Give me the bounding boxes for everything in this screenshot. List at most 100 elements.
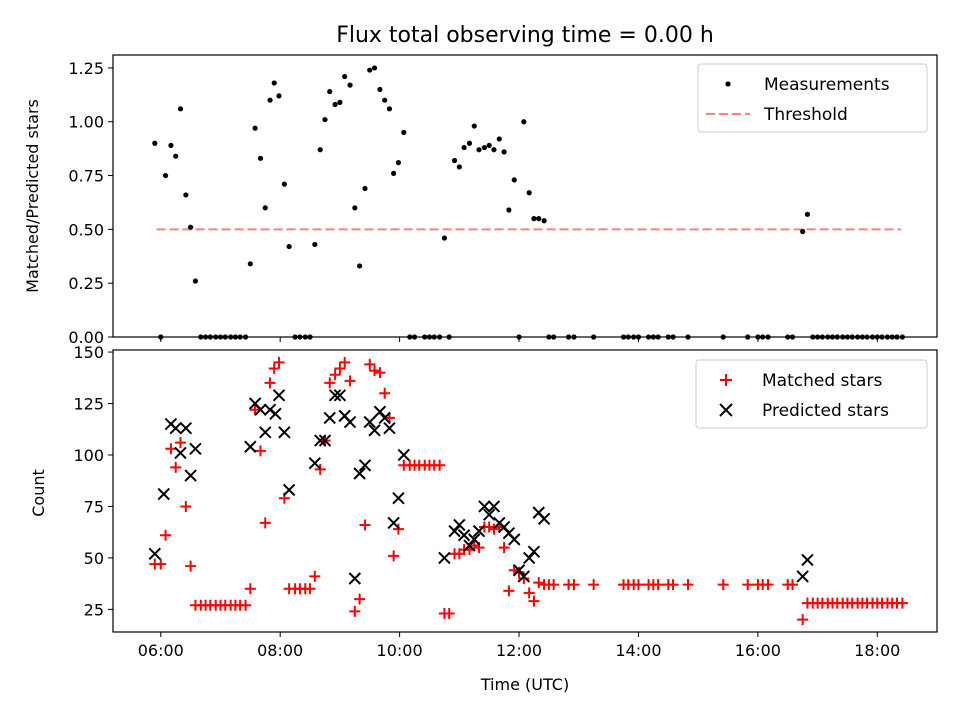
legend-predicted-label: Predicted stars — [762, 401, 889, 421]
predicted-star-point — [333, 389, 347, 402]
matched-star-point — [324, 377, 336, 389]
predicted-star-point — [482, 508, 496, 521]
measurement-point — [332, 101, 338, 108]
measurement-point — [271, 80, 277, 86]
predicted-star-point — [272, 389, 286, 402]
matched-star-point — [160, 529, 172, 541]
matched-star-point — [354, 593, 366, 605]
measurement-point — [401, 129, 407, 136]
matched-star-point — [314, 463, 326, 475]
measurement-point — [377, 86, 383, 93]
matched-star-point — [329, 369, 341, 381]
y-tick-label-top: 0.75 — [68, 167, 104, 186]
predicted-star-point — [259, 426, 272, 439]
predicted-star-point — [157, 487, 170, 501]
measurement-point — [441, 235, 447, 241]
matched-star-point — [652, 579, 664, 591]
predicted-star-point — [179, 422, 193, 435]
measurement-point — [466, 140, 473, 146]
matched-star-point — [369, 365, 381, 377]
predicted-star-point — [537, 512, 551, 525]
measurement-point — [362, 185, 368, 192]
matched-star-point — [682, 579, 694, 591]
matched-star-point — [180, 500, 192, 512]
measurement-point — [521, 119, 527, 125]
matched-star-point — [379, 387, 391, 399]
ticks-bottom: 25 50 75 100 125 150 06:00 08:00 10:00 12:00 14:00… — [73, 343, 900, 660]
predicted-star-point — [487, 500, 501, 513]
predicted-star-point — [184, 469, 197, 482]
predicted-star-point — [468, 533, 481, 546]
measurement-point — [506, 207, 512, 213]
measurement-point — [162, 172, 169, 179]
predicted-star-point — [174, 446, 187, 460]
predicted-star-point — [353, 467, 366, 480]
measurement-point — [152, 140, 158, 146]
predicted-star-point — [517, 570, 531, 583]
top-axes: Flux total observing time = 0.00 h Match… — [23, 23, 938, 347]
matched-star-point — [273, 356, 285, 368]
legend-bottom: Matched stars Predicted stars — [695, 359, 928, 429]
measurement-point — [456, 164, 462, 170]
y-ticks-top: 0.00 0.25 0.50 0.75 1.00 1.25 — [68, 59, 878, 347]
matched-star-point — [170, 461, 182, 473]
measurement-point — [257, 155, 264, 161]
matched-star-point — [483, 521, 495, 533]
x-tick-label: 10:00 — [377, 641, 423, 660]
matched-star-point — [503, 585, 515, 597]
matched-star-point — [309, 570, 321, 582]
measurement-point — [168, 142, 174, 149]
matched-star-point — [896, 597, 908, 609]
predicted-star-point — [348, 572, 362, 585]
predicted-star-point — [478, 500, 491, 513]
predicted-star-point — [254, 403, 267, 416]
measurement-point — [281, 181, 287, 187]
measurement-point — [531, 216, 537, 222]
matched-star-point — [334, 363, 346, 375]
predicted-star-point — [323, 411, 336, 425]
matched-star-point — [388, 550, 400, 562]
legend-matched-marker — [720, 374, 732, 386]
legend-matched-label: Matched stars — [762, 371, 882, 391]
legend-box-top — [697, 63, 928, 133]
matched-star-point — [797, 614, 809, 626]
matched-star-point — [344, 375, 356, 387]
predicted-star-point — [378, 411, 391, 425]
measurement-point — [391, 170, 397, 176]
measurement-point — [177, 106, 184, 112]
matched-star-point — [264, 377, 276, 389]
measurement-point — [247, 261, 253, 267]
matched-star-point — [364, 358, 376, 370]
measurement-point — [262, 205, 268, 211]
axes-frame-bottom — [112, 349, 938, 633]
measurement-point — [192, 278, 198, 284]
measurement-point — [481, 144, 487, 151]
matched-star-point — [667, 579, 679, 591]
matched-star-point — [762, 579, 774, 591]
matched-star-point — [268, 363, 280, 375]
predicted-star-point — [472, 524, 486, 538]
matched-star-point — [548, 579, 560, 591]
measurement-point — [395, 160, 402, 166]
measurement-point — [327, 88, 333, 95]
measurement-point — [252, 125, 258, 131]
measurement-point — [536, 216, 542, 222]
matched-star-point — [742, 579, 754, 591]
predicted-star-point — [383, 422, 396, 435]
y-axis-label-ratio: Matched/Predicted stars — [23, 99, 42, 293]
matched-star-point — [523, 587, 535, 599]
plot-area-bottom — [148, 356, 908, 626]
predicted-star-point — [527, 545, 541, 558]
matched-star-point — [443, 607, 455, 619]
matched-star-point — [254, 445, 266, 457]
matched-star-point — [185, 560, 197, 572]
legend-measurements-label: Measurements — [764, 75, 890, 95]
y-tick-label-top: 0.25 — [68, 274, 104, 293]
measurement-point — [188, 224, 194, 230]
x-tick-label: 08:00 — [257, 641, 303, 660]
measurement-point — [357, 263, 363, 269]
predicted-star-point — [169, 422, 182, 435]
matched-star-point — [717, 579, 729, 591]
legend-measurements-marker — [725, 81, 731, 87]
measurement-point — [312, 241, 318, 248]
